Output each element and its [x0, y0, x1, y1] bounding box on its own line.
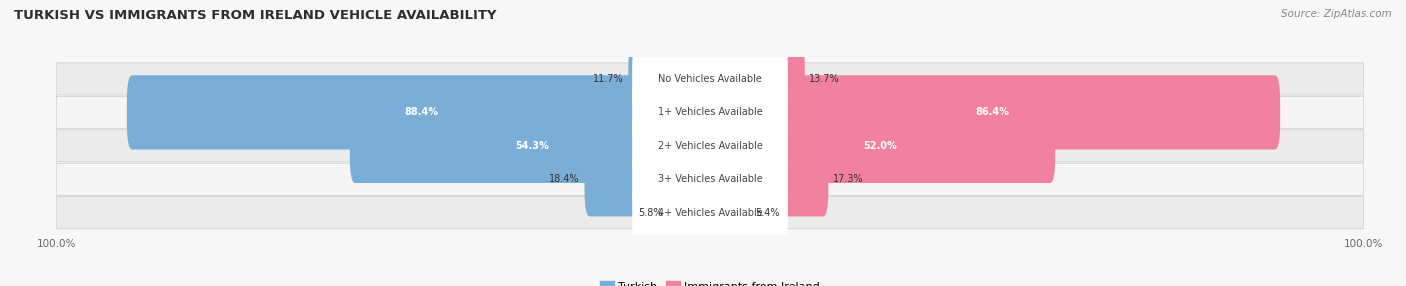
Text: 11.7%: 11.7% — [593, 74, 624, 84]
Text: 88.4%: 88.4% — [404, 108, 439, 118]
FancyBboxPatch shape — [633, 176, 787, 250]
FancyBboxPatch shape — [633, 42, 787, 116]
FancyBboxPatch shape — [633, 142, 787, 217]
Legend: Turkish, Immigrants from Ireland: Turkish, Immigrants from Ireland — [596, 277, 824, 286]
FancyBboxPatch shape — [633, 75, 787, 150]
Text: 13.7%: 13.7% — [810, 74, 839, 84]
FancyBboxPatch shape — [704, 176, 751, 250]
FancyBboxPatch shape — [666, 176, 716, 250]
FancyBboxPatch shape — [56, 130, 1364, 162]
FancyBboxPatch shape — [704, 142, 828, 217]
Text: 86.4%: 86.4% — [976, 108, 1010, 118]
FancyBboxPatch shape — [350, 109, 716, 183]
Text: 54.3%: 54.3% — [516, 141, 550, 151]
Text: No Vehicles Available: No Vehicles Available — [658, 74, 762, 84]
FancyBboxPatch shape — [56, 96, 1364, 128]
Text: 5.8%: 5.8% — [638, 208, 662, 218]
FancyBboxPatch shape — [127, 75, 716, 150]
Text: 5.4%: 5.4% — [755, 208, 780, 218]
Text: 18.4%: 18.4% — [550, 174, 579, 184]
Text: 3+ Vehicles Available: 3+ Vehicles Available — [658, 174, 762, 184]
Text: Source: ZipAtlas.com: Source: ZipAtlas.com — [1281, 9, 1392, 19]
FancyBboxPatch shape — [704, 42, 804, 116]
Text: 2+ Vehicles Available: 2+ Vehicles Available — [658, 141, 762, 151]
FancyBboxPatch shape — [56, 197, 1364, 229]
FancyBboxPatch shape — [56, 163, 1364, 195]
Text: 17.3%: 17.3% — [832, 174, 863, 184]
FancyBboxPatch shape — [704, 109, 1056, 183]
Text: 52.0%: 52.0% — [863, 141, 897, 151]
FancyBboxPatch shape — [585, 142, 716, 217]
Text: TURKISH VS IMMIGRANTS FROM IRELAND VEHICLE AVAILABILITY: TURKISH VS IMMIGRANTS FROM IRELAND VEHIC… — [14, 9, 496, 21]
FancyBboxPatch shape — [704, 75, 1279, 150]
Text: 1+ Vehicles Available: 1+ Vehicles Available — [658, 108, 762, 118]
FancyBboxPatch shape — [633, 109, 787, 183]
FancyBboxPatch shape — [56, 63, 1364, 95]
Text: 4+ Vehicles Available: 4+ Vehicles Available — [658, 208, 762, 218]
FancyBboxPatch shape — [628, 42, 716, 116]
